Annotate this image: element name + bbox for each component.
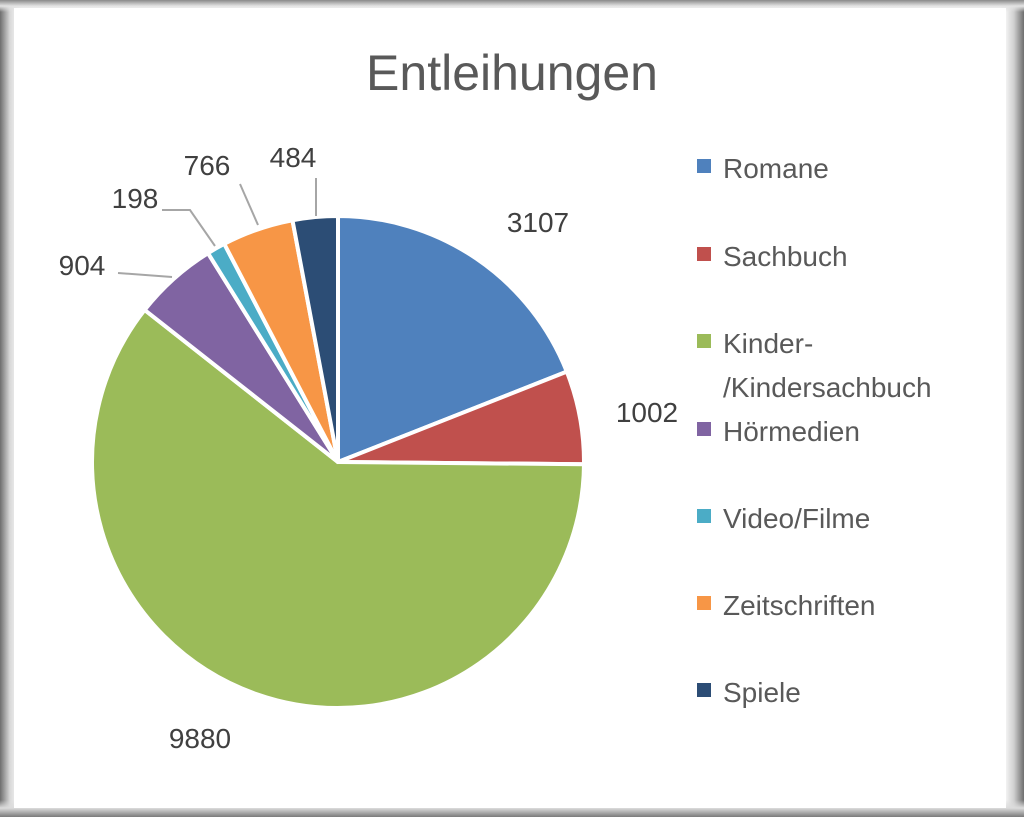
data-label-video-filme: 198 <box>112 183 159 214</box>
legend: Romane Sachbuch Kinder-/Kindersachbuch Hörm… <box>697 153 932 708</box>
leader-line-video-filme <box>162 209 216 247</box>
leader-lines <box>117 178 317 278</box>
legend-label-hörmedien: Hörmedien <box>723 416 860 447</box>
data-label-romane: 3107 <box>507 207 569 238</box>
data-label-zeitschriften: 766 <box>184 150 231 181</box>
legend-label-kinder-kindersachbuch: Kinder-/Kindersachbuch <box>723 328 932 403</box>
legend-swatch-spiele <box>697 683 711 697</box>
legend-swatch-hörmedien <box>697 422 711 436</box>
legend-swatch-romane <box>697 159 711 173</box>
pie-slices <box>90 214 586 710</box>
legend-label-spiele: Spiele <box>723 677 801 708</box>
legend-label-sachbuch: Sachbuch <box>723 241 848 272</box>
legend-label-romane: Romane <box>723 153 829 184</box>
data-label-spiele: 484 <box>270 142 317 173</box>
data-label-sachbuch: 1002 <box>616 397 678 428</box>
pie-slice-spiele <box>290 214 340 464</box>
chart-title: Entleihungen <box>366 45 658 101</box>
legend-swatch-kinder-kindersachbuch <box>697 334 711 348</box>
legend-swatch-sachbuch <box>697 247 711 261</box>
legend-swatch-zeitschriften <box>697 596 711 610</box>
legend-swatch-video-filme <box>697 509 711 523</box>
data-labels: 3107 1002 9880 904 198 766 484 <box>59 142 679 754</box>
data-label-kinder-kindersachbuch: 9880 <box>169 723 231 754</box>
leader-line-zeitschriften <box>239 183 259 226</box>
data-label-hörmedien: 904 <box>59 250 106 281</box>
pie-slice-kinder-kindersachbuch <box>90 307 586 710</box>
pie-slice-romane <box>336 214 569 464</box>
legend-label-video-filme: Video/Filme <box>723 503 870 534</box>
leader-line-hörmedien <box>117 272 173 278</box>
legend-label-zeitschriften: Zeitschriften <box>723 590 876 621</box>
